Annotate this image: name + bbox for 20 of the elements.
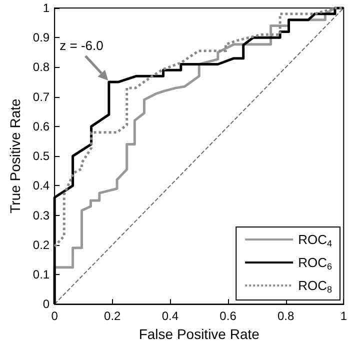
y-tick-label: 0.3 bbox=[32, 208, 50, 222]
y-tick-label: 0.6 bbox=[32, 119, 50, 134]
y-tick-label: 0.2 bbox=[32, 238, 50, 252]
x-tick-label: 0.8 bbox=[278, 309, 295, 324]
x-axis-title: False Positive Rate bbox=[138, 326, 260, 342]
x-tick-label: 0.4 bbox=[162, 309, 179, 324]
y-tick-label: 0.7 bbox=[32, 90, 50, 104]
x-tick-label: 1 bbox=[340, 309, 348, 324]
y-tick-label: 0.1 bbox=[32, 267, 50, 282]
y-tick-label: 0 bbox=[42, 297, 50, 312]
y-tick-label: 0.5 bbox=[32, 149, 50, 164]
y-tick-label: 1 bbox=[42, 1, 50, 15]
x-tick-label: 0.6 bbox=[220, 309, 237, 324]
y-tick-label: 0.8 bbox=[32, 60, 50, 74]
line-series bbox=[53, 6, 345, 248]
y-axis-title: True Positive Rate bbox=[7, 98, 23, 214]
annotation: z = -6.0 bbox=[60, 38, 104, 54]
y-tick-label: 0.9 bbox=[32, 30, 50, 45]
x-tick-label: 0.2 bbox=[104, 309, 122, 324]
y-tick-label: 0.4 bbox=[32, 178, 50, 193]
